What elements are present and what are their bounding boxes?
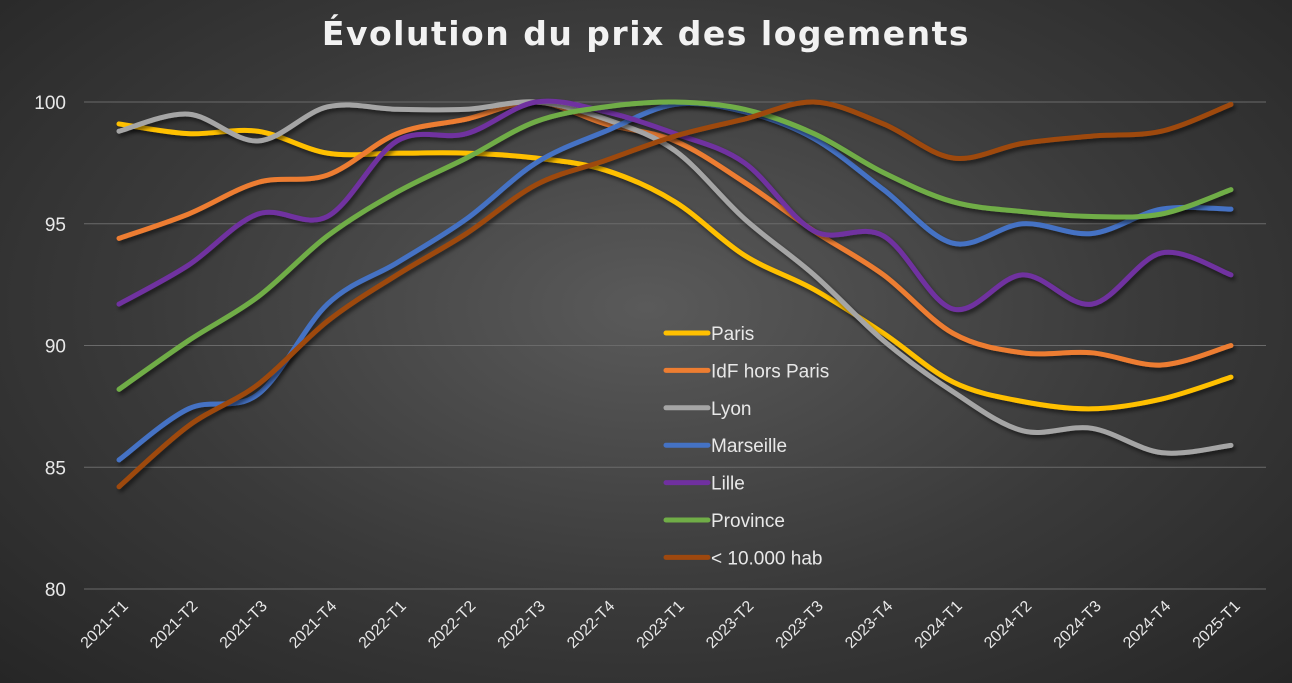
x-tick-label: 2024-T3 [1051, 598, 1105, 652]
x-tick-label: 2025-T1 [1190, 598, 1244, 652]
x-tick-label: 2023-T2 [703, 598, 757, 652]
y-tick-label: 95 [45, 215, 66, 236]
x-tick-label: 2024-T4 [1120, 598, 1174, 652]
x-tick-label: 2023-T4 [842, 598, 896, 652]
y-tick-label: 80 [45, 580, 66, 601]
legend-label: Paris [711, 324, 754, 345]
series-line-idf-hors-paris [116, 99, 1234, 368]
x-tick-label: 2022-T4 [564, 598, 618, 652]
x-tick-label: 2021-T4 [286, 598, 340, 652]
y-tick-label: 100 [34, 93, 66, 114]
x-tick-label: 2023-T1 [634, 598, 688, 652]
legend-label: < 10.000 hab [711, 548, 822, 569]
x-tick-label: 2024-T1 [912, 598, 966, 652]
legend-label: Lyon [711, 399, 752, 420]
x-tick-label: 2021-T1 [78, 598, 132, 652]
series-line-lyon [116, 99, 1234, 456]
series-line-10-000-hab [116, 99, 1234, 490]
x-tick-label: 2023-T3 [773, 598, 827, 652]
x-tick-label: 2022-T1 [356, 598, 410, 652]
x-tick-label: 2022-T3 [495, 598, 549, 652]
chart-title: Évolution du prix des logements [321, 14, 971, 53]
x-tick-label: 2021-T2 [147, 598, 201, 652]
series-line-province [116, 99, 1234, 392]
x-tick-label: 2024-T2 [981, 598, 1035, 652]
legend-label: Province [711, 511, 785, 532]
legend-label: IdF hors Paris [711, 361, 829, 382]
series-line-paris [116, 121, 1234, 412]
x-tick-label: 2022-T2 [425, 598, 479, 652]
y-tick-label: 85 [45, 458, 66, 479]
x-tick-label: 2021-T3 [217, 598, 271, 652]
legend-label: Marseille [711, 436, 787, 457]
y-tick-label: 90 [45, 337, 66, 358]
legend-label: Lille [711, 474, 745, 495]
